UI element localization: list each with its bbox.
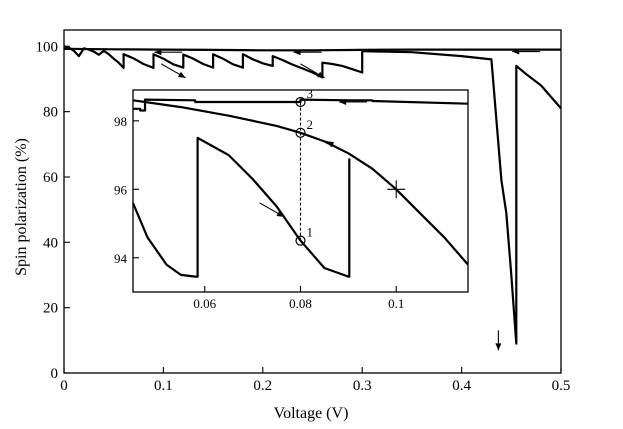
inset-x-tick-label: 0.06 xyxy=(193,296,216,311)
main-arrow-1 xyxy=(154,49,183,56)
main-x-tick-label: 0.4 xyxy=(452,378,471,394)
inset-series-3 xyxy=(131,136,351,278)
inset-x-tick-label: 0.1 xyxy=(388,296,404,311)
main-arrow-6 xyxy=(495,330,502,351)
inset-arrow-1 xyxy=(339,98,368,105)
main-y-tick-label: 20 xyxy=(43,301,58,317)
main-y-tick-label: 60 xyxy=(43,170,58,186)
main-x-tick-label: 0.3 xyxy=(353,378,372,394)
main-y-tick-label: 80 xyxy=(43,105,58,121)
inset-marker-1 xyxy=(295,235,306,246)
main-y-tick-label: 40 xyxy=(43,235,58,251)
main-x-tick-label: 0.5 xyxy=(552,378,571,394)
main-y-tick-label: 100 xyxy=(36,39,59,55)
inset-y-tick-label: 98 xyxy=(114,114,127,129)
inset-y-tick-label: 94 xyxy=(114,251,128,266)
inset-marker-3 xyxy=(295,96,306,108)
main-arrow-4 xyxy=(160,63,186,79)
inset-y-tick-label: 96 xyxy=(114,182,128,197)
main-plot: 0 0.1 0.2 0.3 0.4 0.5 0 20 40 60 80 100 xyxy=(36,29,571,394)
main-arrow-3 xyxy=(512,48,541,55)
inset-marker-label-1: 1 xyxy=(307,225,314,240)
inset-arrow-2 xyxy=(326,140,352,156)
main-x-tick-label: 0.1 xyxy=(154,378,173,394)
inset-x-tick-label: 0.08 xyxy=(289,296,312,311)
main-x-tick-label: 0 xyxy=(60,378,68,394)
inset-marker-label-2: 2 xyxy=(307,117,314,132)
main-frame xyxy=(63,29,562,374)
inset-marker-2 xyxy=(295,127,306,138)
main-arrow-2 xyxy=(293,49,322,56)
main-x-tick-label: 0.2 xyxy=(253,378,272,394)
inset-series-1 xyxy=(133,98,469,112)
inset-plot: 0.06 0.08 0.1 94 96 98 1 2 3 xyxy=(114,86,469,311)
inset-arrow-3 xyxy=(259,202,285,218)
main-series-1 xyxy=(63,47,561,52)
x-axis-title: Voltage (V) xyxy=(274,405,349,422)
main-series-2 xyxy=(63,45,562,345)
inset-plus-marker xyxy=(387,180,406,199)
main-arrow-5 xyxy=(300,63,325,79)
y-axis-title: Spin polarization (%) xyxy=(13,138,30,276)
main-y-tick-label: 0 xyxy=(51,366,59,382)
inset-marker-label-3: 3 xyxy=(307,86,314,101)
